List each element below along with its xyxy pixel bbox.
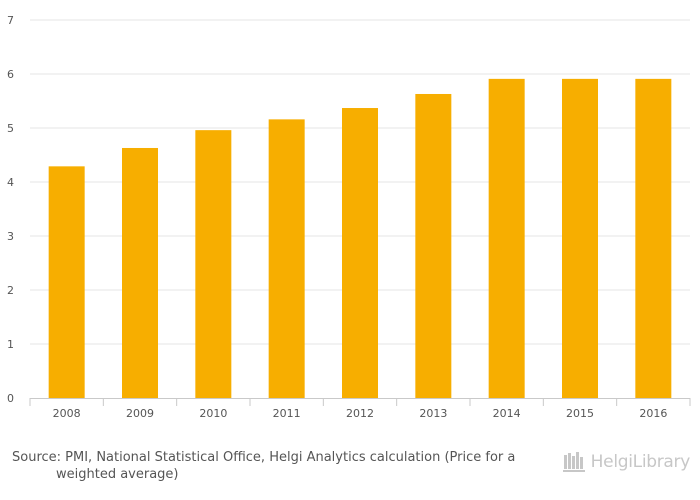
helgilibrary-logo[interactable]: HelgiLibrary [562,450,691,474]
x-tick-label: 2012 [346,407,374,420]
y-tick-label: 4 [7,176,14,189]
x-tick-label: 2010 [199,407,227,420]
bar-2015 [562,78,598,399]
bar-2014 [488,78,525,399]
bar-2013 [415,93,452,398]
x-tick-label: 2011 [273,407,301,420]
y-tick-label: 7 [7,14,14,27]
y-tick-label: 2 [7,284,14,297]
x-tick-label: 2008 [53,407,81,420]
library-books-icon [562,451,587,473]
logo-text: HelgiLibrary [590,452,691,472]
x-tick-label: 2016 [639,407,667,420]
x-tick-label: 2009 [126,407,154,420]
bar-2016 [635,78,672,399]
y-tick-label: 0 [7,392,14,405]
bar-2009 [122,147,158,398]
bar-2008 [48,166,85,398]
source-note: Source: PMI, National Statistical Office… [12,450,516,482]
y-tick-label: 6 [7,68,14,81]
bar-2012 [342,108,378,399]
x-tick-label: 2013 [419,407,447,420]
x-tick-label: 2014 [493,407,521,420]
y-tick-label: 1 [7,338,14,351]
chart-footer: Source: PMI, National Statistical Office… [0,440,700,500]
y-tick-label: 5 [7,122,14,135]
bar-2010 [195,130,232,398]
y-tick-label: 3 [7,230,14,243]
bar-chart: 0 1 2 3 4 5 6 7 2008 2009 2010 2011 2012 2013 2014 2015… [7,14,691,420]
x-tick-label: 2015 [566,407,594,420]
bar-2011 [268,119,305,399]
